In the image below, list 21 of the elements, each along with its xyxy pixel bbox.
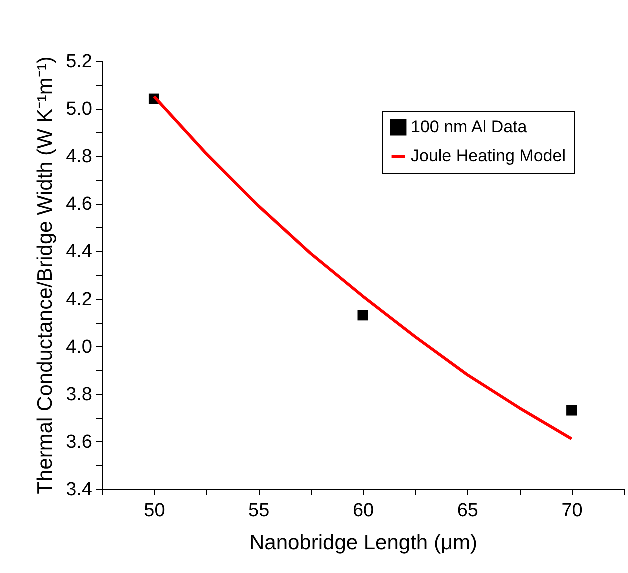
legend-label: Joule Heating Model bbox=[411, 146, 566, 166]
y-tick-label: 5.2 bbox=[66, 52, 92, 72]
y-tick-label: 3.8 bbox=[66, 384, 92, 406]
y-tick-label: 5.0 bbox=[66, 99, 92, 120]
point bbox=[358, 310, 368, 321]
x-tick-label: 50 bbox=[144, 500, 166, 522]
x-tick-label: 65 bbox=[457, 500, 478, 522]
y-tick-label: 3.4 bbox=[66, 480, 93, 500]
x-tick-label: 55 bbox=[248, 500, 270, 522]
x-axis-title: Nanobridge Length (μm) bbox=[249, 532, 478, 554]
y-tick-label: 4.4 bbox=[66, 242, 93, 263]
y-tick-label: 3.6 bbox=[66, 432, 92, 453]
y-tick-label: 4.8 bbox=[66, 146, 92, 168]
y-axis-title: Thermal Conductance/Bridge Width (W K⁻¹m⁻¹) bbox=[34, 56, 58, 494]
point bbox=[566, 405, 578, 416]
x-tick-label: 60 bbox=[352, 500, 374, 522]
y-tick-label: 4.6 bbox=[66, 194, 92, 216]
y-tick-label: 4.0 bbox=[66, 336, 92, 358]
y-tick-label: 4.2 bbox=[66, 289, 92, 310]
x-tick-label: 70 bbox=[562, 500, 583, 522]
legend-label: 100 nm Al Data bbox=[411, 118, 528, 136]
